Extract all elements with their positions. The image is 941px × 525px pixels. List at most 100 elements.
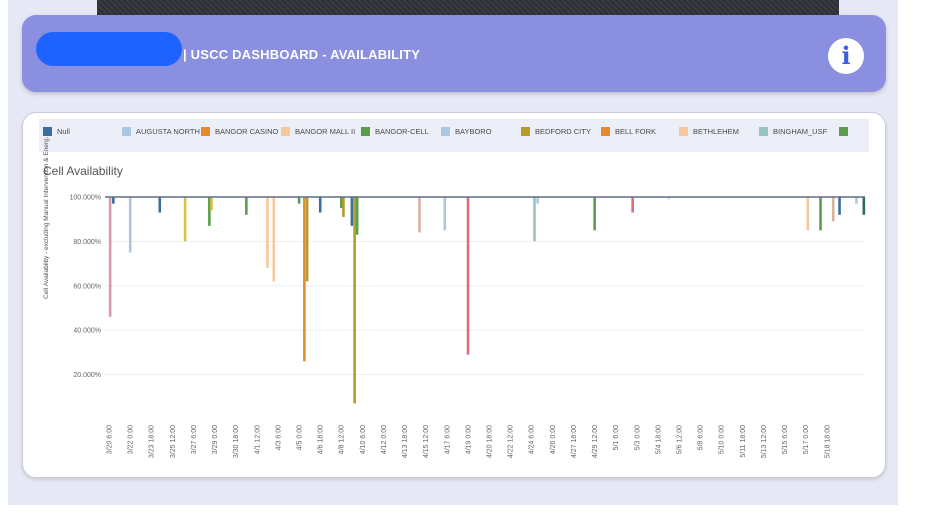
x-tick-label: 5/10 0:00 <box>719 425 726 454</box>
bar <box>350 197 354 226</box>
x-tick-label: 4/24 6:00 <box>529 425 536 454</box>
bar <box>355 197 359 235</box>
y-tick-label: 40.000% <box>73 328 101 335</box>
legend-label: BANGOR CASINO <box>215 126 279 136</box>
bar <box>108 197 112 317</box>
legend-item[interactable]: BANGOR CASINO <box>201 126 278 136</box>
bar <box>353 197 356 404</box>
legend-item[interactable]: BEDFORD CITY <box>521 126 591 136</box>
bar <box>128 197 132 253</box>
legend-swatch <box>281 126 290 136</box>
x-tick-label: 5/15 6:00 <box>782 425 789 454</box>
x-tick-label: 3/30 18:00 <box>233 425 240 458</box>
x-tick-label: 4/15 12:00 <box>423 425 430 458</box>
legend-label: BANGOR-CELL <box>375 126 429 136</box>
chart-card: Null AUGUSTA NORTH BANGOR CASINO BANGOR MAL… <box>22 112 886 478</box>
x-tick-label: 4/10 6:00 <box>360 425 367 454</box>
x-tick-label: 4/27 18:00 <box>571 425 578 458</box>
legend-item[interactable]: BANGOR-CELL <box>361 126 429 136</box>
x-tick-label: 5/3 0:00 <box>634 425 641 450</box>
bar <box>533 197 536 242</box>
x-tick-label: 3/27 6:00 <box>191 425 198 454</box>
legend-item[interactable]: BELL FORK <box>601 126 656 136</box>
bar <box>855 197 858 204</box>
x-tick-label: 4/5 0:00 <box>297 425 304 450</box>
bar <box>862 197 866 215</box>
legend-swatch <box>441 126 450 136</box>
legend-item[interactable]: BINGHAM_USF <box>759 126 827 136</box>
legend-swatch <box>122 126 131 136</box>
x-tick-label: 4/26 0:00 <box>550 425 557 454</box>
legend-label: BINGHAM_USF <box>773 126 828 136</box>
bar <box>831 197 835 222</box>
x-tick-label: 4/12 0:00 <box>381 425 388 454</box>
x-tick-label: 4/19 0:00 <box>465 425 472 454</box>
bar <box>806 197 810 231</box>
legend-label: AUGUSTA NORTH <box>136 126 200 136</box>
x-tick-label: 4/29 12:00 <box>592 425 599 458</box>
x-tick-label: 4/20 18:00 <box>487 425 494 458</box>
info-icon[interactable]: i <box>828 38 864 74</box>
x-tick-label: 5/18 18:00 <box>824 425 831 458</box>
bar <box>210 197 213 211</box>
bar <box>183 197 187 242</box>
y-axis-label: Cell Availability - excluding Manual Int… <box>43 132 50 299</box>
legend-swatch <box>201 126 210 136</box>
x-tick-label: 4/1 12:00 <box>254 425 261 454</box>
x-tick-label: 4/8 12:00 <box>339 425 346 454</box>
y-tick-label: 20.000% <box>73 372 101 379</box>
chart-legend: Null AUGUSTA NORTH BANGOR CASINO BANGOR MAL… <box>39 119 869 152</box>
legend-label: BANGOR MALL II <box>295 126 356 136</box>
x-tick-label: 5/11 18:00 <box>740 425 747 458</box>
bar <box>158 197 162 213</box>
legend-item[interactable]: BANGOR MALL II <box>281 126 355 136</box>
page-title: | USCC DASHBOARD - AVAILABILITY <box>183 47 421 62</box>
bar <box>466 197 470 355</box>
bar <box>443 197 447 231</box>
legend-item[interactable]: BAYBORO <box>441 126 492 136</box>
legend-item[interactable]: Null <box>43 126 70 136</box>
legend-label: BAYBORO <box>455 126 492 136</box>
bar <box>305 197 309 282</box>
bar <box>536 197 539 204</box>
x-tick-label: 3/20 6:00 <box>107 425 114 454</box>
bar <box>631 197 634 213</box>
legend-item[interactable] <box>839 126 853 136</box>
legend-label: BEDFORD CITY <box>535 126 591 136</box>
redacted-logo <box>36 32 182 66</box>
legend-swatch <box>759 126 768 136</box>
legend-swatch <box>839 126 848 136</box>
bar <box>418 197 421 233</box>
bar <box>819 197 822 231</box>
legend-item[interactable]: BETHLEHEM <box>679 126 739 136</box>
legend-swatch <box>601 126 610 136</box>
bar <box>208 197 211 226</box>
bar <box>318 197 322 213</box>
legend-label: BETHLEHEM <box>693 126 739 136</box>
legend-label: BELL FORK <box>615 126 656 136</box>
bar <box>272 197 276 282</box>
bar <box>245 197 248 215</box>
x-tick-label: 4/17 6:00 <box>444 425 451 454</box>
x-tick-label: 5/13 12:00 <box>761 425 768 458</box>
y-tick-label: 80.000% <box>73 239 101 246</box>
bar <box>593 197 596 231</box>
legend-swatch <box>521 126 530 136</box>
x-tick-label: 5/8 6:00 <box>698 425 705 450</box>
x-tick-label: 3/22 0:00 <box>128 425 135 454</box>
x-tick-label: 3/25 12:00 <box>170 425 177 458</box>
legend-swatch <box>43 126 52 136</box>
x-tick-label: 4/22 12:00 <box>508 425 515 458</box>
x-tick-label: 3/23 18:00 <box>149 425 156 458</box>
dashboard-header: | USCC DASHBOARD - AVAILABILITY i <box>22 15 886 92</box>
bar <box>112 197 115 204</box>
legend-item[interactable]: AUGUSTA NORTH <box>122 126 200 136</box>
y-tick-label: 60.000% <box>73 283 101 290</box>
legend-swatch <box>679 126 688 136</box>
bar <box>340 197 343 209</box>
x-tick-label: 5/4 18:00 <box>655 425 662 454</box>
legend-label: Null <box>57 126 70 136</box>
browser-top-bar <box>97 0 839 17</box>
bar <box>838 197 841 215</box>
bar <box>266 197 269 269</box>
